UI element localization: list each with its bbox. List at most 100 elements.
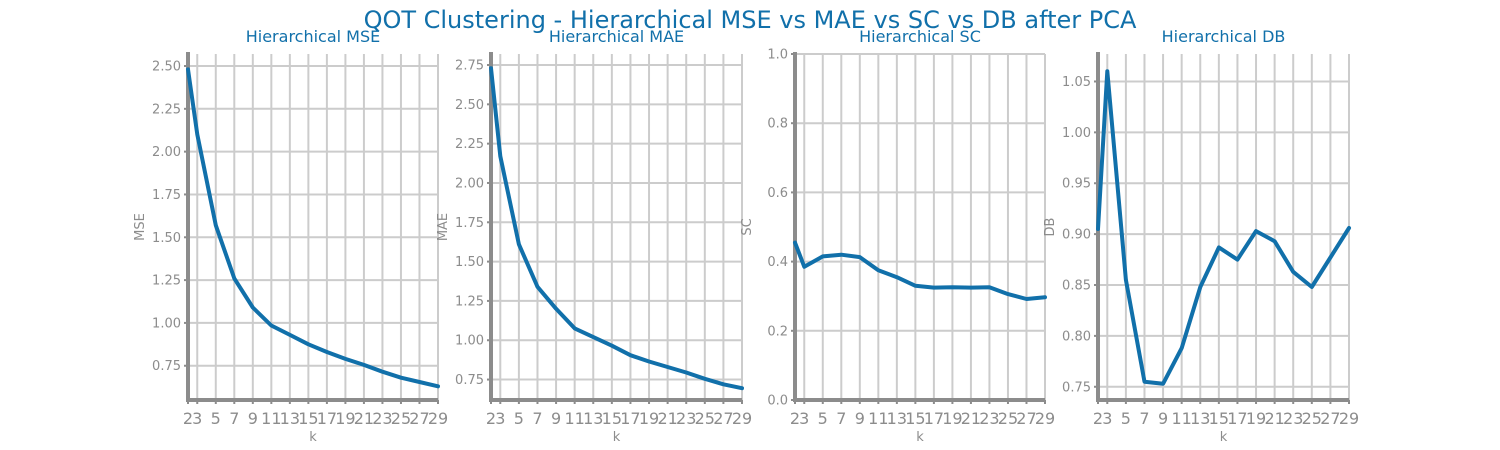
x-tick-label: 25: [391, 409, 411, 428]
x-tick-label: 13: [280, 409, 300, 428]
x-tick-label: 9: [855, 409, 865, 428]
y-tick-label: 0.75: [1062, 380, 1091, 395]
x-tick-label: 13: [887, 409, 907, 428]
y-tick-label: 2.00: [455, 176, 484, 191]
x-tick-label: 3: [1102, 409, 1112, 428]
x-tick-label: 15: [1209, 409, 1229, 428]
y-axis-label: MAE: [436, 213, 451, 241]
y-tick-label: 2.50: [455, 98, 484, 113]
y-tick-label: 1.25: [455, 294, 484, 309]
y-tick-label: 1.0: [767, 48, 788, 63]
x-tick-label: 9: [248, 409, 258, 428]
x-tick-label: 25: [1302, 409, 1322, 428]
y-tick-label: 0.75: [152, 359, 181, 374]
chart-panel-1: 2 3 5 7 9 111315171921232527290.751.001.251.5…: [133, 27, 448, 445]
x-tick-label: 19: [639, 409, 659, 428]
x-tick-label: 3: [799, 409, 809, 428]
y-tick-label: 1.75: [152, 188, 181, 203]
x-tick-label: 11: [868, 409, 888, 428]
y-tick-label: 1.25: [152, 274, 181, 289]
x-tick-label: 17: [620, 409, 640, 428]
series-line: [793, 240, 1047, 301]
x-axis-label: k: [1220, 430, 1228, 445]
y-tick-label: 0.85: [1062, 279, 1091, 294]
y-tick-label: 2.75: [455, 59, 484, 74]
x-tick-label: 5: [818, 409, 828, 428]
x-tick-label: 23: [676, 409, 696, 428]
series-line: [489, 66, 744, 391]
x-axis-label: k: [916, 430, 924, 445]
x-tick-label: 21: [1264, 409, 1284, 428]
x-tick-label: 2: [1093, 409, 1103, 428]
x-tick-label: 27: [1016, 409, 1036, 428]
x-tick-label: 7: [532, 409, 542, 428]
panel-title: Hierarchical SC: [859, 27, 981, 46]
x-tick-label: 7: [229, 409, 239, 428]
y-tick-label: 1.05: [1062, 75, 1091, 90]
y-tick-label: 0.6: [767, 186, 788, 201]
x-tick-label: 11: [1171, 409, 1191, 428]
x-tick-label: 3: [192, 409, 202, 428]
y-tick-label: 1.50: [455, 255, 484, 270]
x-tick-label: 23: [1283, 409, 1303, 428]
x-tick-label: 9: [1158, 409, 1168, 428]
x-tick-label: 17: [924, 409, 944, 428]
x-tick-label: 15: [602, 409, 622, 428]
y-tick-label: 0.75: [455, 373, 484, 388]
panel-title: Hierarchical MAE: [549, 27, 684, 46]
x-tick-label: 29: [1339, 409, 1359, 428]
x-tick-label: 13: [1190, 409, 1210, 428]
chart-panel-2: 2 3 5 7 9 111315171921232527290.751.001.251.5…: [436, 27, 752, 445]
x-tick-label: 2: [486, 409, 496, 428]
x-tick-label: 11: [261, 409, 281, 428]
y-tick-label: 0.8: [767, 117, 788, 132]
y-axis-label: SC: [740, 218, 755, 235]
panel-title: Hierarchical MSE: [246, 27, 381, 46]
y-tick-label: 0.0: [767, 394, 788, 409]
x-tick-label: 25: [998, 409, 1018, 428]
x-tick-label: 9: [551, 409, 561, 428]
x-tick-label: 7: [836, 409, 846, 428]
x-tick-label: 17: [317, 409, 337, 428]
y-tick-label: 0.80: [1062, 329, 1091, 344]
x-tick-label: 15: [905, 409, 925, 428]
y-tick-label: 1.00: [1062, 126, 1091, 141]
x-tick-label: 21: [657, 409, 677, 428]
x-tick-label: 13: [583, 409, 603, 428]
x-tick-label: 5: [211, 409, 221, 428]
y-tick-label: 1.00: [152, 316, 181, 331]
x-tick-label: 23: [979, 409, 999, 428]
y-tick-label: 1.50: [152, 231, 181, 246]
x-tick-label: 21: [354, 409, 374, 428]
x-tick-label: 3: [495, 409, 505, 428]
x-tick-label: 25: [695, 409, 715, 428]
x-tick-label: 29: [1035, 409, 1055, 428]
x-tick-label: 19: [1246, 409, 1266, 428]
y-axis-label: DB: [1043, 218, 1058, 237]
chart-panel-3: 2 3 5 7 9 111315171921232527290.00.20.40.60.8…: [740, 27, 1055, 445]
x-tick-label: 29: [428, 409, 448, 428]
y-tick-label: 0.90: [1062, 228, 1091, 243]
x-tick-label: 23: [372, 409, 392, 428]
x-tick-label: 5: [514, 409, 524, 428]
y-tick-label: 0.95: [1062, 177, 1091, 192]
figure-suptitle: QOT Clustering - Hierarchical MSE vs MAE…: [364, 6, 1137, 34]
x-tick-label: 2: [183, 409, 193, 428]
x-tick-label: 19: [942, 409, 962, 428]
x-tick-label: 15: [298, 409, 318, 428]
x-tick-label: 11: [564, 409, 584, 428]
x-tick-label: 2: [790, 409, 800, 428]
y-tick-label: 0.4: [767, 255, 788, 270]
x-tick-label: 27: [713, 409, 733, 428]
y-tick-label: 2.00: [152, 145, 181, 160]
x-tick-label: 5: [1121, 409, 1131, 428]
x-axis-label: k: [309, 430, 317, 445]
y-tick-label: 1.00: [455, 334, 484, 349]
chart-panel-4: 2 3 5 7 9 111315171921232527290.750.800.850.9…: [1043, 27, 1359, 445]
x-tick-label: 7: [1139, 409, 1149, 428]
y-tick-label: 2.25: [152, 102, 181, 117]
panel-title: Hierarchical DB: [1162, 27, 1286, 46]
y-axis-label: MSE: [133, 213, 148, 241]
x-tick-label: 27: [1320, 409, 1340, 428]
